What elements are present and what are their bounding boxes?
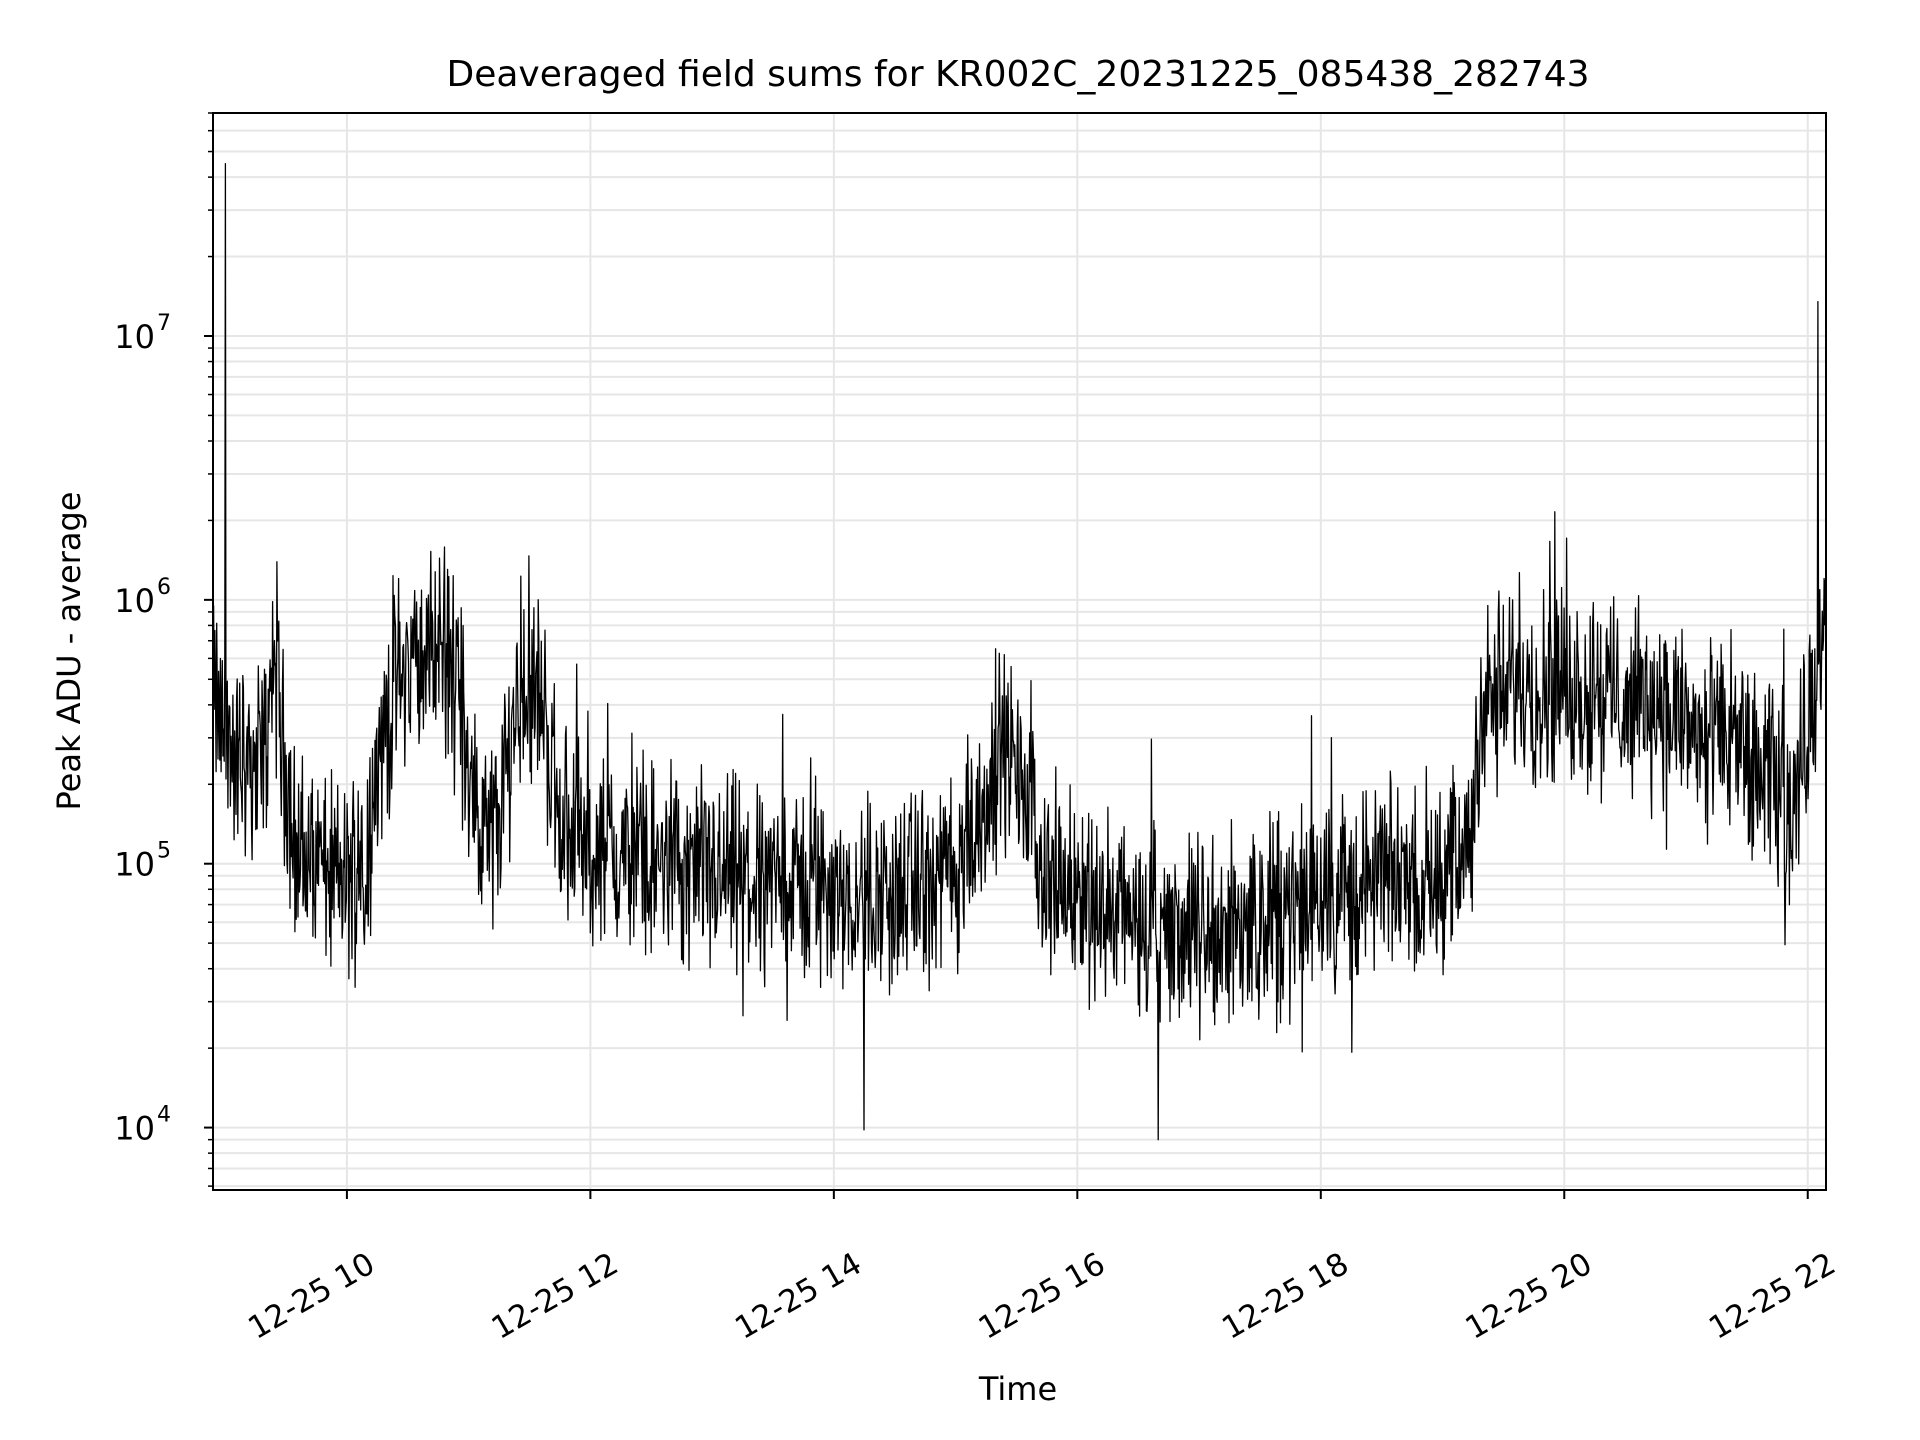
data-series-line — [212, 162, 1827, 1141]
y-tick-label: 10 — [114, 846, 155, 884]
y-tick-label: 10 — [114, 318, 155, 356]
y-tick-exponent: 6 — [157, 575, 171, 600]
y-tick-exponent: 7 — [157, 311, 171, 336]
y-tick-label: 10 — [114, 582, 155, 620]
x-axis-label: Time — [978, 1370, 1057, 1408]
axes-frame — [212, 112, 1827, 1191]
y-tick-exponent: 5 — [157, 839, 171, 864]
plot-area — [212, 162, 1827, 1141]
y-tick-label: 10 — [114, 1110, 155, 1148]
y-axis-label: Peak ADU - average — [50, 492, 88, 811]
chart-title: Deaveraged field sums for KR002C_2023122… — [447, 54, 1590, 95]
y-tick-exponent: 4 — [157, 1103, 171, 1128]
